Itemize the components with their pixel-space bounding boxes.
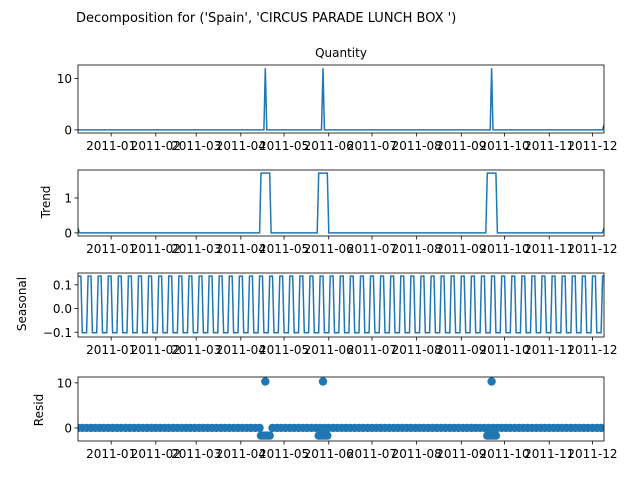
axes-frame xyxy=(77,376,605,442)
xtick-label: 2011-06 xyxy=(304,343,354,357)
xtick-label: 2011-02 xyxy=(131,447,181,461)
plot-area xyxy=(78,172,604,234)
axes-frame xyxy=(77,169,605,237)
seasonal-panel: −0.10.00.12011-012011-022011-032011-0420… xyxy=(43,272,618,357)
xtick-label: 2011-06 xyxy=(304,139,354,153)
xtick-label: 2011-12 xyxy=(567,343,617,357)
trend-series-line xyxy=(78,172,604,234)
xtick-label: 2011-09 xyxy=(436,242,486,256)
plot-area xyxy=(78,377,604,440)
xtick-label: 2011-08 xyxy=(392,139,442,153)
resid-spike-point xyxy=(318,377,328,386)
plot-area xyxy=(78,275,604,334)
resid-spike-point xyxy=(261,377,270,386)
xtick-label: 2011-12 xyxy=(567,139,617,153)
xtick-label: 2011-12 xyxy=(567,242,617,256)
xtick-label: 2011-01 xyxy=(86,343,136,357)
xtick-label: 2011-05 xyxy=(259,447,309,461)
xtick-label: 2011-02 xyxy=(131,343,181,357)
xtick-label: 2011-02 xyxy=(131,242,181,256)
xtick-label: 2011-01 xyxy=(86,139,136,153)
xtick-label: 2011-10 xyxy=(479,343,529,357)
xtick-label: 2011-01 xyxy=(86,447,136,461)
trend-panel: 012011-012011-022011-032011-042011-05201… xyxy=(64,169,618,256)
xtick-label: 2011-04 xyxy=(216,343,266,357)
xtick-label: 2011-07 xyxy=(347,242,397,256)
ytick-label: 0 xyxy=(64,226,72,240)
ytick-label: 0.1 xyxy=(53,278,72,292)
xtick-label: 2011-10 xyxy=(479,139,529,153)
xtick-label: 2011-08 xyxy=(392,242,442,256)
trend-ylabel: Trend xyxy=(39,186,53,220)
resid-ylabel: Resid xyxy=(32,394,46,426)
resid-point xyxy=(255,423,264,433)
ytick-label: 10 xyxy=(57,376,72,390)
xtick-label: 2011-09 xyxy=(436,343,486,357)
xtick-label: 2011-07 xyxy=(347,343,397,357)
ytick-label: 0.0 xyxy=(53,302,72,316)
xtick-label: 2011-05 xyxy=(259,139,309,153)
xtick-label: 2011-11 xyxy=(524,447,574,461)
xtick-label: 2011-05 xyxy=(259,242,309,256)
ytick-label: 1 xyxy=(64,191,72,205)
xtick-label: 2011-07 xyxy=(347,447,397,461)
resid-point xyxy=(323,431,332,440)
xtick-label: 2011-09 xyxy=(436,447,486,461)
axes-frame xyxy=(77,272,605,338)
resid-point xyxy=(596,423,604,433)
seasonal-ylabel: Seasonal xyxy=(15,277,29,331)
xtick-label: 2011-03 xyxy=(171,447,221,461)
xtick-label: 2011-11 xyxy=(524,242,574,256)
quantity-series-line xyxy=(78,68,604,131)
xtick-label: 2011-03 xyxy=(171,139,221,153)
observed-panel-title: Quantity xyxy=(315,46,367,60)
xtick-label: 2011-10 xyxy=(479,447,529,461)
figure-suptitle: Decomposition for ('Spain', 'CIRCUS PARA… xyxy=(76,11,456,26)
xtick-label: 2011-01 xyxy=(86,242,136,256)
xtick-label: 2011-04 xyxy=(216,242,266,256)
xtick-label: 2011-02 xyxy=(131,139,181,153)
xtick-label: 2011-11 xyxy=(524,343,574,357)
xtick-label: 2011-03 xyxy=(171,242,221,256)
xtick-label: 2011-10 xyxy=(479,242,529,256)
ytick-label: 10 xyxy=(57,72,72,86)
xtick-label: 2011-05 xyxy=(259,343,309,357)
ytick-label: −0.1 xyxy=(43,326,72,340)
observed-panel: 0102011-012011-022011-032011-042011-0520… xyxy=(57,64,618,153)
xtick-label: 2011-06 xyxy=(304,447,354,461)
xtick-label: 2011-07 xyxy=(347,139,397,153)
xtick-label: 2011-11 xyxy=(524,139,574,153)
resid-point xyxy=(265,431,274,440)
ytick-label: 0 xyxy=(64,123,72,137)
plot-area xyxy=(78,68,604,131)
xtick-label: 2011-06 xyxy=(304,242,354,256)
resid-spike-point xyxy=(487,377,496,386)
seasonal-series-line xyxy=(78,275,604,334)
xtick-label: 2011-04 xyxy=(216,447,266,461)
xtick-label: 2011-12 xyxy=(567,447,617,461)
xtick-label: 2011-03 xyxy=(171,343,221,357)
xtick-label: 2011-08 xyxy=(392,343,442,357)
xtick-label: 2011-04 xyxy=(216,139,266,153)
xtick-label: 2011-08 xyxy=(392,447,442,461)
resid-panel: 0102011-012011-022011-032011-042011-0520… xyxy=(57,376,618,461)
xtick-label: 2011-09 xyxy=(436,139,486,153)
ytick-label: 0 xyxy=(64,421,72,435)
axes-frame xyxy=(77,64,605,134)
resid-point xyxy=(491,431,501,440)
